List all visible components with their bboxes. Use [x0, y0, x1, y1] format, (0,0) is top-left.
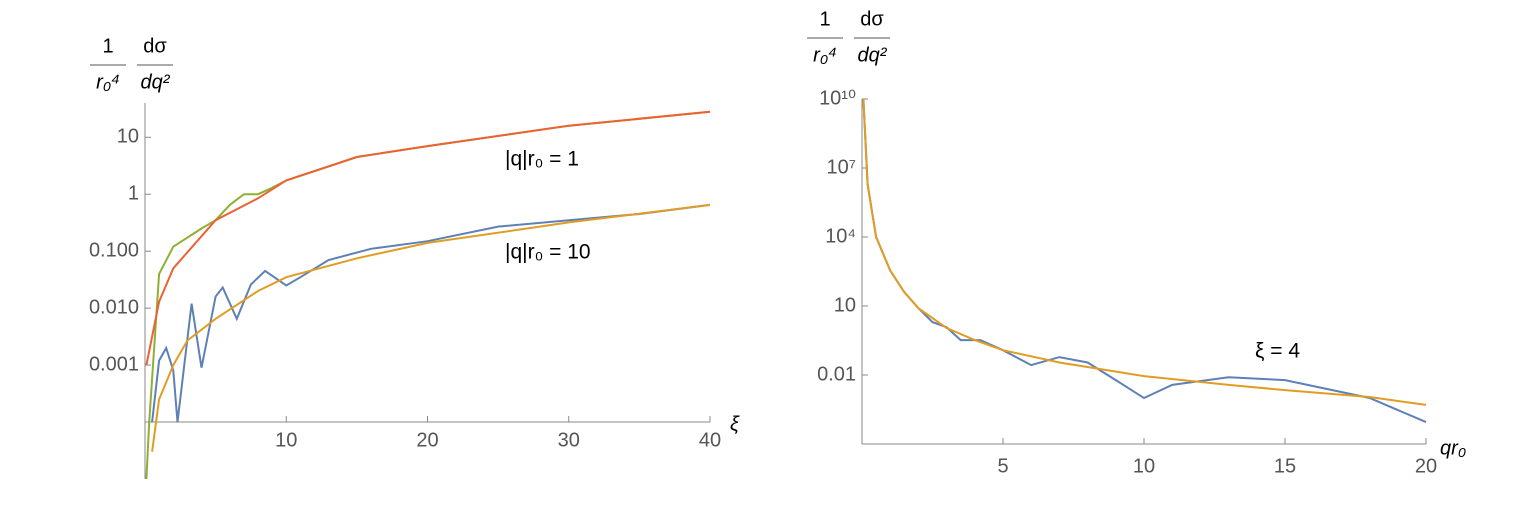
y-tick-label: 0.100 — [89, 239, 139, 261]
y-label-bottom: r₀⁴ — [96, 71, 120, 93]
y-tick-label: 10 — [117, 126, 139, 148]
series-line — [151, 203, 711, 452]
series-line — [862, 98, 1427, 424]
x-tick-label: 5 — [997, 455, 1008, 477]
y-tick-label: 0.01 — [817, 363, 856, 385]
y-tick-label: 10 — [834, 294, 856, 316]
x-tick-label: 10 — [275, 429, 297, 451]
y-tick-label: 10⁷ — [827, 156, 856, 178]
series-line — [145, 110, 711, 366]
y-label-top: 1 — [819, 8, 830, 30]
series-line — [151, 203, 711, 423]
annotation: |q|r₀ = 10 — [505, 241, 591, 264]
y-label-bottom: dq² — [141, 71, 171, 93]
x-tick-label: 20 — [1415, 455, 1437, 477]
series-line — [145, 110, 711, 480]
y-label-top: dσ — [143, 35, 167, 57]
y-tick-label: 0.001 — [89, 353, 139, 375]
y-tick-label: 10⁴ — [825, 225, 856, 247]
y-label-top: 1 — [102, 35, 113, 57]
x-tick-label: 40 — [699, 429, 721, 451]
annotation: |q|r₀ = 1 — [505, 148, 579, 171]
annotation: ξ = 4 — [1255, 340, 1300, 363]
x-tick-label: 15 — [1274, 455, 1296, 477]
x-tick-label: 10 — [1133, 455, 1155, 477]
y-label-bottom: r₀⁴ — [813, 44, 837, 66]
y-tick-label: 1 — [128, 183, 139, 205]
series-line — [862, 98, 1427, 406]
y-tick-label: 10¹⁰ — [819, 87, 856, 109]
x-axis-label: qr₀ — [1440, 437, 1466, 459]
y-label-bottom: dq² — [858, 44, 888, 66]
x-tick-label: 20 — [416, 429, 438, 451]
x-tick-label: 30 — [558, 429, 580, 451]
y-tick-label: 0.010 — [89, 296, 139, 318]
x-axis-label: ξ — [730, 413, 740, 435]
y-label-top: dσ — [860, 8, 884, 30]
